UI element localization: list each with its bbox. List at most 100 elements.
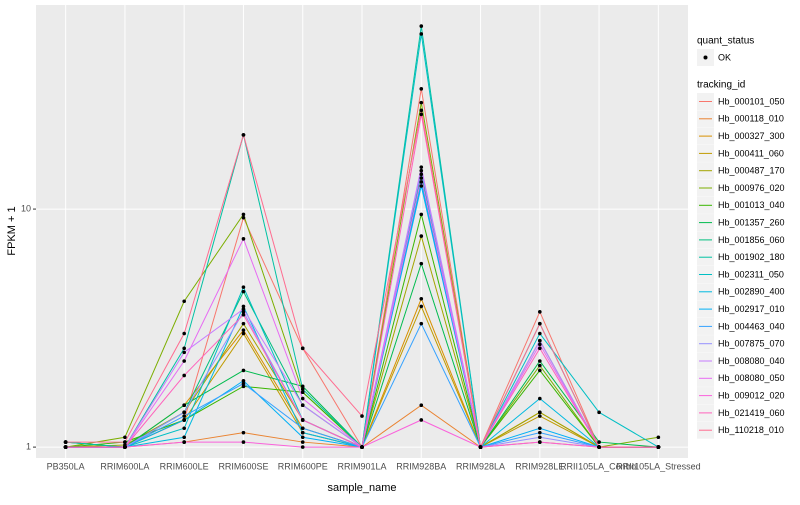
data-point — [538, 414, 542, 418]
y-tick-label: 10 — [21, 203, 31, 213]
x-tick-label: RRIM600PE — [278, 461, 328, 471]
legend-label: Hb_000327_300 — [718, 131, 785, 141]
data-point — [419, 234, 424, 238]
data-point — [419, 184, 424, 188]
data-point — [300, 387, 305, 392]
data-point — [241, 331, 246, 336]
data-point — [63, 445, 68, 449]
data-point — [300, 403, 305, 407]
legend-label: Hb_001902_180 — [718, 252, 785, 262]
legend-label: Hb_000487_170 — [718, 166, 785, 176]
data-point — [538, 346, 542, 351]
data-point — [478, 445, 483, 449]
legend-label: Hb_004463_040 — [718, 321, 785, 331]
data-point — [300, 390, 305, 395]
x-tick-label: RRIM928LA — [456, 461, 505, 471]
data-point — [419, 212, 424, 217]
data-point — [241, 215, 246, 220]
data-point — [241, 321, 246, 326]
legend-label: Hb_001856_060 — [718, 235, 785, 245]
data-point — [538, 410, 542, 415]
data-point — [419, 296, 424, 301]
data-point — [241, 285, 246, 289]
data-point — [241, 368, 246, 373]
data-point — [419, 403, 424, 407]
data-point — [419, 165, 424, 169]
data-point — [123, 440, 127, 444]
data-point — [300, 346, 305, 351]
legend-label: Hb_008080_040 — [718, 356, 785, 366]
data-point — [300, 435, 305, 440]
data-point — [419, 108, 424, 113]
legend-label: Hb_000411_060 — [718, 148, 784, 158]
x-tick-label: RRIM928BA — [396, 461, 446, 471]
data-point — [538, 363, 542, 368]
data-point — [538, 368, 542, 373]
data-point — [182, 426, 186, 431]
data-point — [182, 346, 186, 351]
data-point — [419, 176, 424, 180]
x-axis-label: sample_name — [327, 482, 396, 494]
data-point — [419, 112, 424, 117]
data-point — [241, 237, 246, 241]
data-point — [241, 304, 246, 309]
legend-label: Hb_007875_070 — [718, 339, 785, 349]
y-axis-label: FPKM + 1 — [6, 206, 18, 255]
data-point — [241, 310, 246, 314]
data-point — [182, 414, 186, 418]
legend-label: Hb_002311_050 — [718, 269, 784, 279]
legend-label: Hb_000118_010 — [718, 114, 784, 124]
data-point — [597, 440, 601, 444]
data-point — [538, 435, 542, 440]
data-point — [241, 440, 246, 444]
data-point — [597, 410, 601, 415]
legend-label: Hb_008080_050 — [718, 373, 785, 383]
data-point — [419, 24, 424, 28]
data-point — [419, 172, 424, 177]
data-point — [538, 430, 542, 435]
x-tick-label: RRIM600SE — [218, 461, 268, 471]
data-point — [123, 435, 127, 440]
x-tick-label: RRIM901LA — [337, 461, 386, 471]
data-point — [182, 331, 186, 336]
data-point — [241, 289, 246, 294]
data-point — [538, 321, 542, 326]
data-point — [419, 304, 424, 309]
data-point — [300, 440, 305, 444]
data-point — [182, 410, 186, 415]
legend-label: Hb_001357_260 — [718, 217, 785, 227]
data-point — [538, 359, 542, 363]
data-point — [241, 328, 246, 332]
legend-label: Hb_002890_400 — [718, 287, 785, 297]
data-point — [419, 418, 424, 422]
data-point — [182, 359, 186, 363]
legend-title: tracking_id — [697, 80, 745, 91]
data-point — [360, 414, 364, 418]
legend-label: Hb_000976_020 — [718, 183, 785, 193]
data-point — [63, 440, 68, 444]
data-point — [419, 261, 424, 266]
x-tick-label: RRIM600LE — [160, 461, 209, 471]
data-point — [419, 32, 424, 36]
data-point — [538, 426, 542, 431]
x-tick-label: RRIM928LE — [515, 461, 564, 471]
data-point — [300, 384, 305, 389]
legend-label: Hb_110218_010 — [718, 425, 784, 435]
data-point — [241, 312, 246, 317]
legend-label: Hb_002917_010 — [718, 304, 785, 314]
data-point — [241, 133, 246, 137]
data-point — [300, 445, 305, 449]
legend-label: Hb_001013_040 — [718, 200, 785, 210]
x-tick-label: RRIM600LA — [100, 461, 149, 471]
y-tick-label: 1 — [26, 441, 31, 451]
x-tick-label: RRII105LA_Stressed — [616, 461, 701, 471]
legend-label: Hb_000101_050 — [718, 96, 785, 106]
data-point — [241, 430, 246, 435]
data-point — [419, 180, 424, 184]
data-point — [123, 445, 127, 449]
data-point — [419, 100, 424, 105]
data-point — [538, 310, 542, 314]
data-point — [241, 384, 246, 389]
legend-label: OK — [718, 52, 731, 62]
